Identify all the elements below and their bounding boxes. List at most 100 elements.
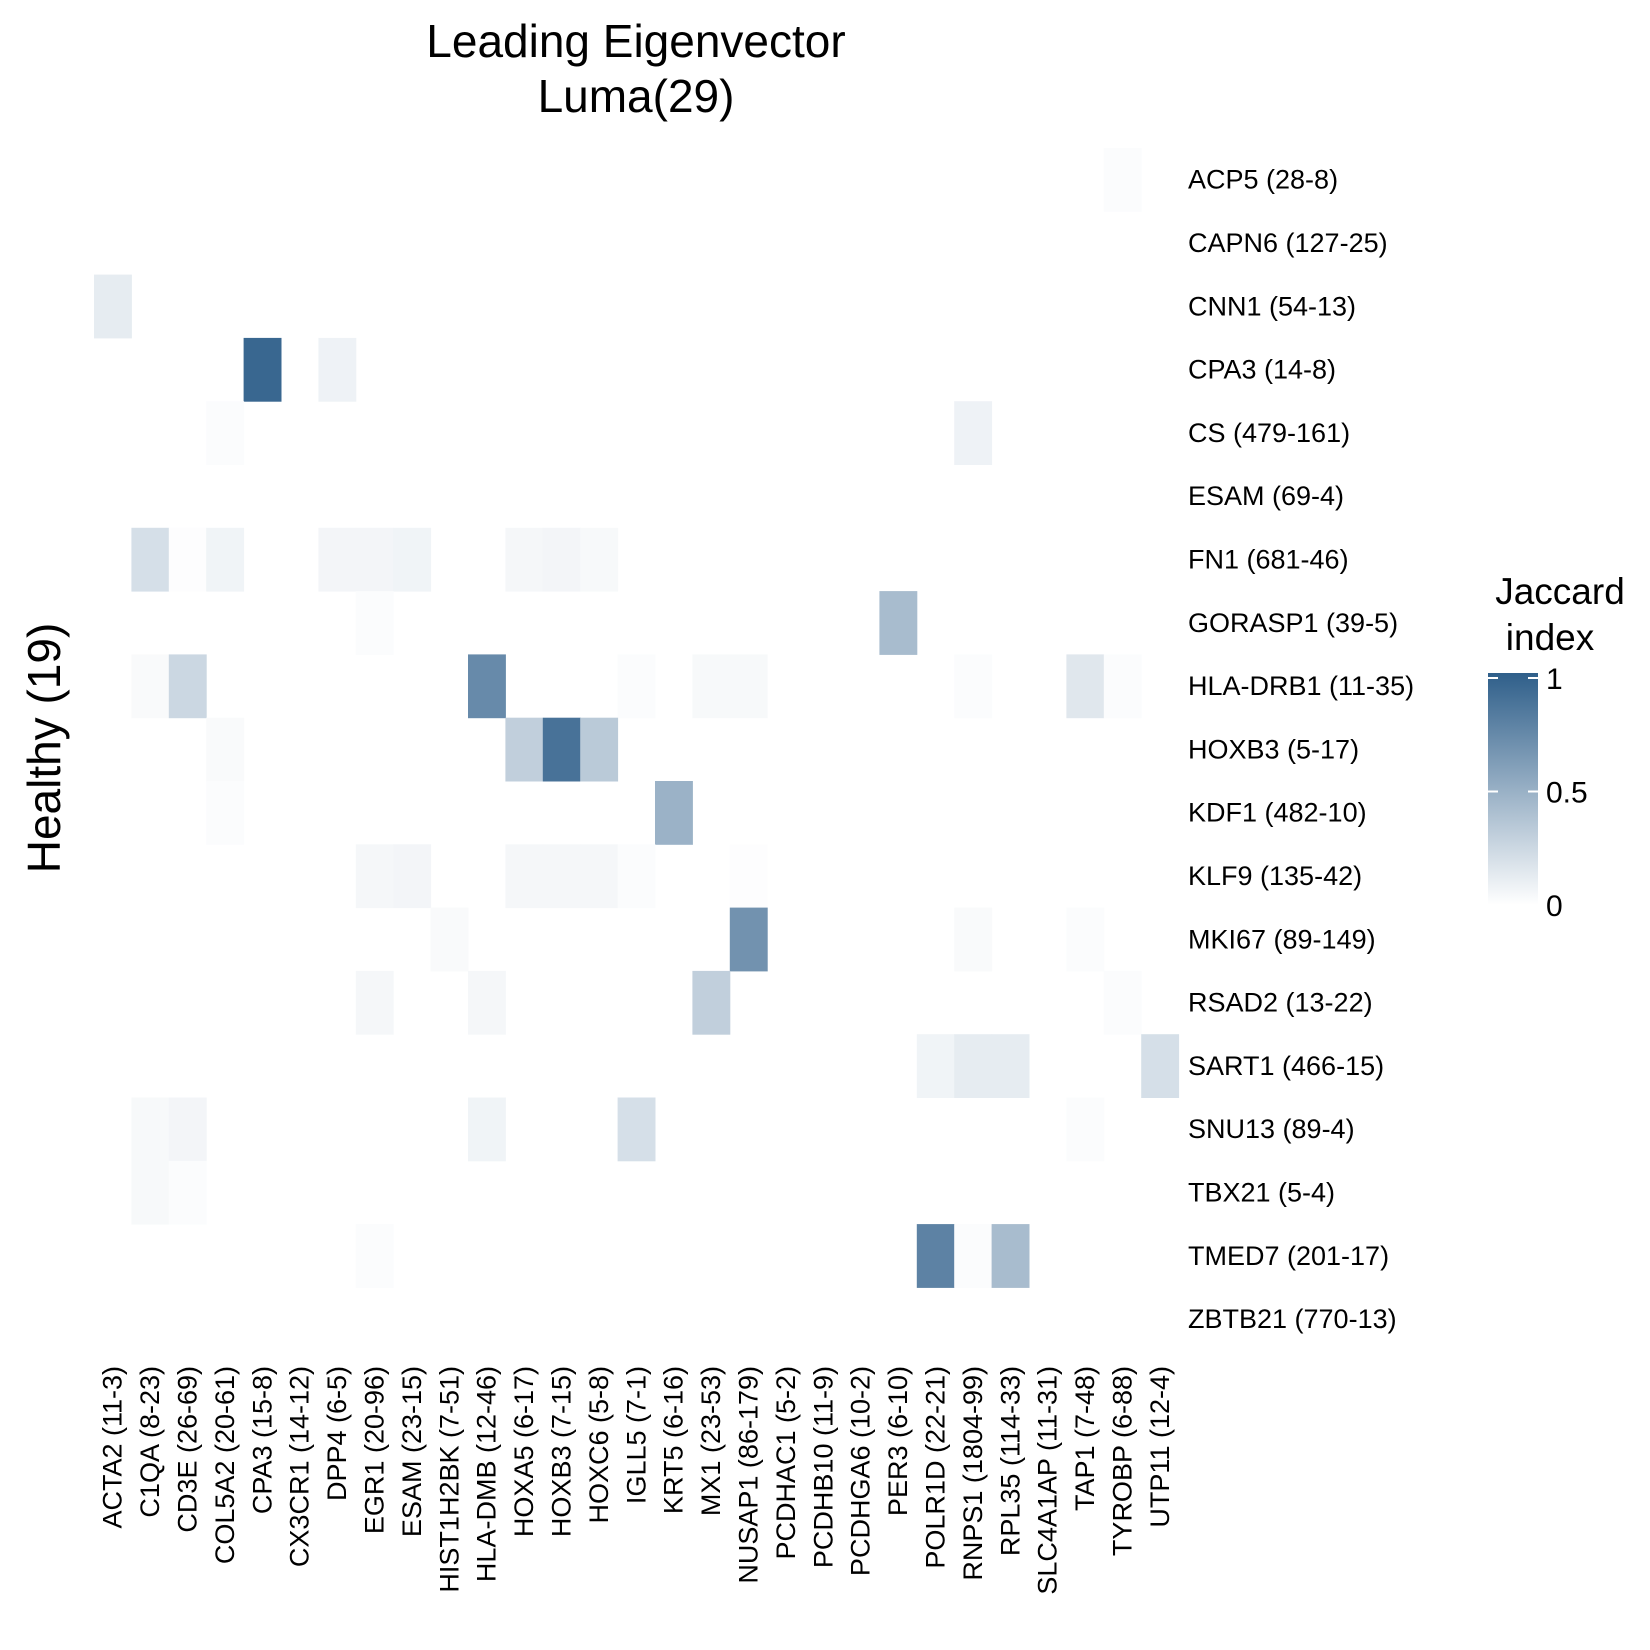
- heatmap-cell-tbx21-5-4-cd3e-26-69: [168, 1160, 207, 1225]
- column-label: PCDHB10 (11-9): [808, 1366, 838, 1568]
- column-label: DPP4 (6-5): [322, 1366, 352, 1501]
- column-label: HIST1H2BK (7-51): [434, 1366, 464, 1593]
- heatmap-cell-klf9-135-42-esam-23-15: [393, 844, 432, 909]
- row-label: SART1 (466-15): [1188, 1051, 1384, 1081]
- row-labels: ACP5 (28-8) CAPN6 (127-25) CNN1 (54-13) CPA…: [1188, 165, 1414, 1334]
- heatmap-cell-fn1-681-46-egr1-20-96: [355, 527, 394, 592]
- row-label: CS (479-161): [1188, 418, 1350, 448]
- column-label: POLR1D (22-21): [921, 1366, 951, 1569]
- heatmap-cell-mki67-89-149-nusap1-86-179: [729, 907, 768, 972]
- heatmap-cell-hla-drb1-11-35-cd3e-26-69: [168, 654, 207, 719]
- heatmap-cell-rsad2-13-22-hla-dmb-12-46: [468, 970, 506, 1035]
- heatmap-cell-rsad2-13-22-egr1-20-96: [355, 970, 394, 1035]
- heatmap-cell-tbx21-5-4-c1qa-8-23: [131, 1160, 170, 1225]
- heatmap-cell-hla-drb1-11-35-c1qa-8-23: [131, 654, 170, 719]
- heatmap-cell-hoxb3-5-17-hoxc6-5-8: [580, 717, 619, 782]
- heatmap-cell-hla-drb1-11-35-tap1-7-48: [1066, 654, 1105, 719]
- heatmap-cell-fn1-681-46-dpp4-6-5: [318, 527, 357, 592]
- heatmap-cell-cnn1-54-13-acta2-11-3: [94, 274, 132, 339]
- heatmap-cell-sart1-466-15-utp11-12-4: [1141, 1034, 1180, 1098]
- heatmap-cell-fn1-681-46-cd3e-26-69: [168, 527, 207, 592]
- heatmap-cell-kdf1-482-10-col5a2-20-61: [206, 781, 245, 845]
- row-label: KDF1 (482-10): [1188, 798, 1367, 828]
- heatmap-cell-hla-drb1-11-35-mx1-23-53: [692, 654, 731, 719]
- row-label: TBX21 (5-4): [1188, 1177, 1335, 1207]
- column-label: EGR1 (20-96): [360, 1366, 390, 1534]
- legend-tick-label: 0.5: [1546, 777, 1588, 810]
- chart-title-line-1: Leading Eigenvector: [426, 15, 845, 67]
- column-label: HOXA5 (6-17): [509, 1366, 539, 1537]
- column-label: ACTA2 (11-3): [98, 1366, 128, 1529]
- heatmap-cell-cs-479-161-col5a2-20-61: [206, 401, 245, 465]
- heatmap-cell-tmed7-201-17-polr1d-22-21: [916, 1224, 955, 1288]
- heatmap-cell-rsad2-13-22-tyrobp-6-88: [1103, 970, 1142, 1035]
- chart-title-line-2: Luma(29): [538, 70, 735, 122]
- heatmap-cell-sart1-466-15-rnps1-1804-99: [954, 1034, 993, 1098]
- column-label: RNPS1 (1804-99): [958, 1366, 988, 1581]
- heatmap-cells: [94, 148, 1180, 1288]
- row-label: ACP5 (28-8): [1188, 165, 1338, 195]
- column-label: COL5A2 (20-61): [210, 1366, 240, 1564]
- heatmap-cell-snu13-89-4-hla-dmb-12-46: [468, 1097, 506, 1162]
- row-label: HLA-DRB1 (11-35): [1188, 671, 1414, 701]
- heatmap-cell-klf9-135-42-hoxa5-6-17: [505, 844, 544, 909]
- heatmap-cell-hla-drb1-11-35-nusap1-86-179: [729, 654, 768, 719]
- heatmap-cell-fn1-681-46-hoxb3-7-15: [542, 527, 581, 592]
- column-label: CPA3 (15-8): [247, 1366, 277, 1514]
- legend-title-line-1: Jaccard: [1495, 571, 1625, 612]
- heatmap-cell-fn1-681-46-hoxc6-5-8: [580, 527, 619, 592]
- heatmap-cell-cpa3-14-8-dpp4-6-5: [318, 337, 357, 402]
- heatmap-cell-gorasp1-39-5-per3-6-10: [879, 591, 918, 655]
- row-label: ZBTB21 (770-13): [1188, 1304, 1397, 1334]
- heatmap-cell-mki67-89-149-hist1h2bk-7-51: [430, 907, 469, 972]
- row-label: CPA3 (14-8): [1188, 355, 1336, 385]
- row-label: KLF9 (135-42): [1188, 861, 1362, 891]
- column-label: RPL35 (114-33): [995, 1366, 1025, 1556]
- chart-title: Leading Eigenvector Luma(29): [426, 15, 845, 122]
- heatmap-cell-klf9-135-42-egr1-20-96: [355, 844, 394, 909]
- column-labels: ACTA2 (11-3) C1QA (8-23) CD3E (26-69) COL5A…: [98, 1366, 1175, 1595]
- heatmap-cell-hla-drb1-11-35-tyrobp-6-88: [1103, 654, 1142, 719]
- row-label: HOXB3 (5-17): [1188, 734, 1359, 764]
- y-axis-label: Healthy (19): [18, 623, 70, 874]
- row-label: SNU13 (89-4): [1188, 1114, 1355, 1144]
- heatmap-cell-hla-drb1-11-35-rnps1-1804-99: [954, 654, 993, 719]
- column-label: NUSAP1 (86-179): [734, 1366, 764, 1584]
- column-label: CD3E (26-69): [173, 1366, 203, 1533]
- legend-tick-label: 0: [1546, 890, 1563, 923]
- column-label: SLC4A1AP (11-31): [1033, 1366, 1063, 1595]
- heatmap-cell-snu13-89-4-cd3e-26-69: [168, 1097, 207, 1162]
- row-label: FN1 (681-46): [1188, 544, 1349, 574]
- column-label: IGLL5 (7-1): [621, 1366, 651, 1504]
- legend-tick-label: 1: [1546, 663, 1563, 696]
- heatmap-cell-klf9-135-42-hoxb3-7-15: [542, 844, 581, 909]
- heatmap-cell-tmed7-201-17-rpl35-114-33: [991, 1224, 1030, 1288]
- column-label: PER3 (6-10): [883, 1366, 913, 1516]
- heatmap-cell-gorasp1-39-5-egr1-20-96: [355, 591, 394, 655]
- heatmap-cell-mki67-89-149-rnps1-1804-99: [954, 907, 993, 972]
- legend-colorbar: [1488, 673, 1538, 905]
- column-label: HOXC6 (5-8): [584, 1366, 614, 1524]
- heatmap-cell-snu13-89-4-c1qa-8-23: [131, 1097, 170, 1162]
- column-label: PCDHAC1 (5-2): [771, 1366, 801, 1560]
- row-label: GORASP1 (39-5): [1188, 608, 1398, 638]
- column-label: C1QA (8-23): [135, 1366, 165, 1518]
- heatmap-cell-hla-drb1-11-35-igll5-7-1: [617, 654, 656, 719]
- heatmap-cell-sart1-466-15-rpl35-114-33: [991, 1034, 1030, 1098]
- heatmap-cell-klf9-135-42-igll5-7-1: [617, 844, 656, 909]
- heatmap-cell-hoxb3-5-17-hoxa5-6-17: [505, 717, 544, 782]
- column-label: ESAM (23-15): [397, 1366, 427, 1537]
- heatmap-cell-fn1-681-46-esam-23-15: [393, 527, 432, 592]
- column-label: TYROBP (6-88): [1108, 1366, 1138, 1556]
- heatmap-cell-snu13-89-4-tap1-7-48: [1066, 1097, 1105, 1162]
- column-label: KRT5 (6-16): [659, 1366, 689, 1514]
- heatmap-cell-snu13-89-4-igll5-7-1: [617, 1097, 656, 1162]
- legend-ticks: 10.50: [1488, 663, 1588, 923]
- column-label: MX1 (23-53): [696, 1366, 726, 1516]
- heatmap-cell-tmed7-201-17-rnps1-1804-99: [954, 1224, 993, 1288]
- row-label: CAPN6 (127-25): [1188, 228, 1388, 258]
- heatmap-cell-klf9-135-42-nusap1-86-179: [729, 844, 768, 909]
- heatmap-cell-hoxb3-5-17-hoxb3-7-15: [542, 717, 581, 782]
- row-label: ESAM (69-4): [1188, 481, 1344, 511]
